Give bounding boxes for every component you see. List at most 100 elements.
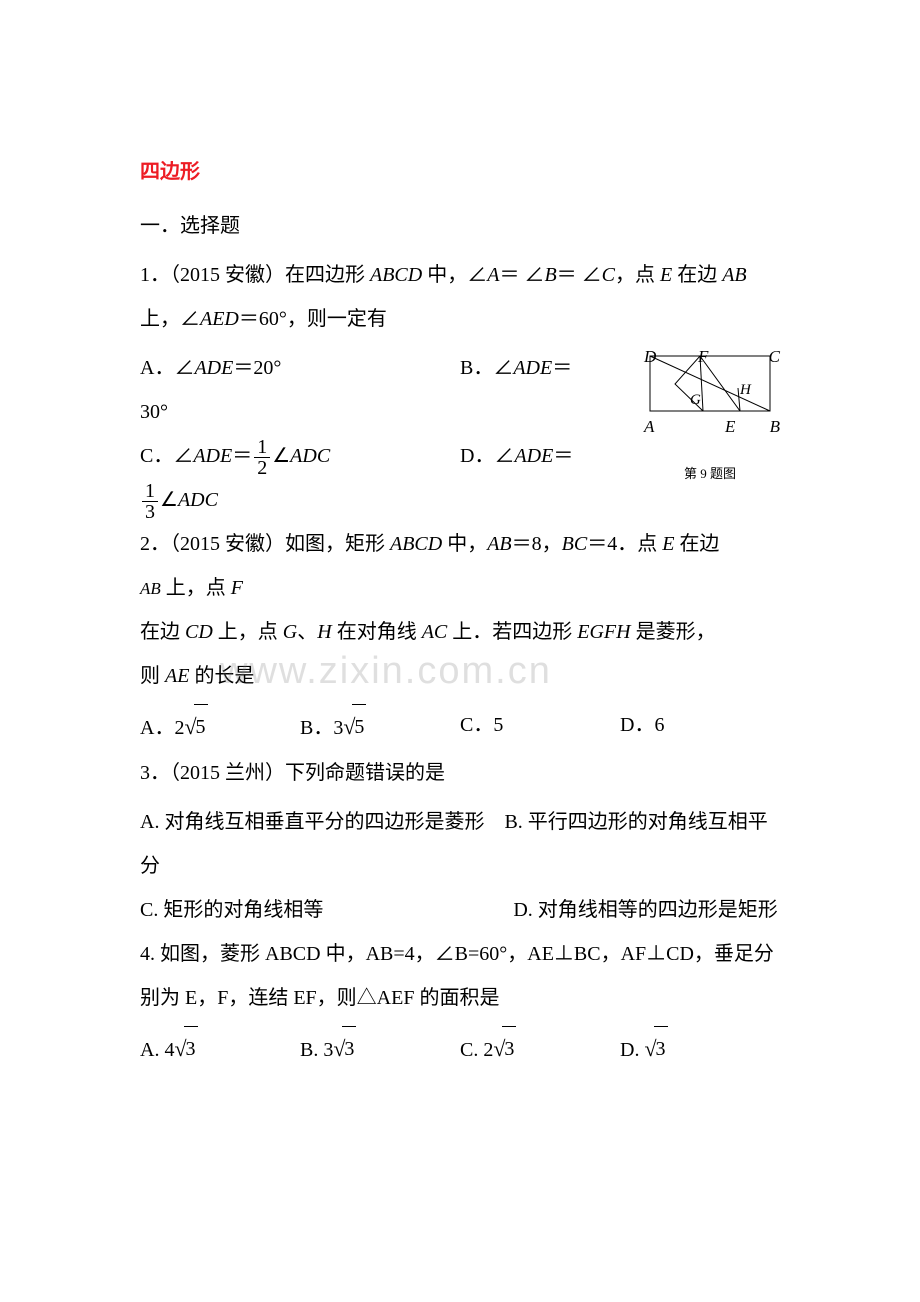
q2-text: 如图，矩形 <box>285 533 390 555</box>
sqrt-3: 3 <box>342 1026 356 1071</box>
fig-D: D <box>644 338 656 375</box>
optB-label: B．∠ <box>460 357 513 379</box>
q2-number: 2． <box>140 533 170 555</box>
q1-text: 在边 <box>672 264 722 286</box>
question-2: 2．（2015 安徽）如图，矩形 ABCD 中，AB＝8，BC＝4．点 E 在边… <box>140 522 780 698</box>
sqrt-5: 5 <box>352 704 366 749</box>
q1-B: B <box>544 264 556 286</box>
q2-optB: B．3√5 <box>300 703 460 751</box>
q2-source: （2015 安徽） <box>170 533 285 555</box>
sqrt: √5 <box>184 703 207 751</box>
fig-G: G <box>690 384 701 417</box>
optA-label: A. <box>140 1039 164 1061</box>
q2-H: H <box>317 621 331 643</box>
frac-half: 12 <box>254 437 270 478</box>
q2-text: 上．若四边形 <box>447 621 577 643</box>
q1-AED: AED <box>200 308 239 330</box>
optA-ade: ADE <box>194 357 233 379</box>
q4-optD: D. √3 <box>620 1025 780 1073</box>
sqrt: √3 <box>174 1025 197 1073</box>
section-heading: 一．选择题 <box>140 204 780 248</box>
q2-text: 是菱形， <box>631 621 716 643</box>
fig-caption: 第 9 题图 <box>640 460 780 489</box>
q3-optC: C. 矩形的对角线相等 <box>140 899 323 921</box>
q4-options: A. 4√3 B. 3√3 C. 2√3 D. √3 <box>140 1025 780 1073</box>
q2-text: 在对角线 <box>332 621 422 643</box>
q1-C: C <box>602 264 615 286</box>
optB-eq: ＝ <box>552 357 572 379</box>
q1-E: E <box>660 264 672 286</box>
fig-C: C <box>769 338 780 375</box>
optA-label: A． <box>140 717 174 739</box>
q1-number: 1． <box>140 264 170 286</box>
q2-CD: CD <box>185 621 213 643</box>
fig-F: F <box>698 338 708 375</box>
q2-text: 在边 <box>140 621 185 643</box>
q2-optD: D．6 <box>620 703 780 751</box>
q3-optA: A. 对角线互相垂直平分的四边形是菱形 <box>140 811 484 833</box>
q2-AE: AE <box>165 665 189 687</box>
sqrt: √3 <box>493 1025 516 1073</box>
q1-A: A <box>487 264 499 286</box>
q2-F: F <box>231 577 243 599</box>
q3-stem: 下列命题错误的是 <box>285 762 445 784</box>
question-3: 3．（2015 兰州）下列命题错误的是 <box>140 751 780 795</box>
sqrt: √3 <box>644 1025 667 1073</box>
q2-eq: ＝8， <box>512 533 562 555</box>
q1-eq: ＝ ∠ <box>499 264 544 286</box>
optB-label: B. <box>300 1039 323 1061</box>
figure-svg <box>640 346 780 426</box>
optC-2: 2 <box>483 1039 493 1061</box>
q1-eq: ＝ ∠ <box>557 264 602 286</box>
optB-ade: ADE <box>513 357 552 379</box>
q3-source: （2015 兰州） <box>170 762 285 784</box>
frac-num: 1 <box>142 481 158 502</box>
optB-3: 3 <box>333 717 343 739</box>
q2-text: 上，点 <box>213 621 283 643</box>
angle: ∠ <box>272 445 290 467</box>
optC-eq: ＝ <box>232 445 252 467</box>
optD-label: D．∠ <box>460 445 514 467</box>
q1-optC: C．∠ADE＝12∠ADC <box>140 434 460 478</box>
frac-den: 3 <box>142 502 158 522</box>
optD-ade: ADE <box>514 445 553 467</box>
optB-3: 3 <box>323 1039 333 1061</box>
optC-adc: ADC <box>290 445 330 467</box>
optB-label: B． <box>300 717 333 739</box>
q2-dun: 、 <box>297 621 317 643</box>
frac-third: 13 <box>142 481 158 522</box>
sqrt-3: 3 <box>502 1026 516 1071</box>
sqrt-3: 3 <box>654 1026 668 1071</box>
optC-label: C. <box>460 1039 483 1061</box>
figure-9: D F C G H A E B 第 9 题图 <box>640 346 780 489</box>
q1-source: （2015 安徽） <box>170 264 285 286</box>
q1-text: 在四边形 <box>285 264 370 286</box>
q2-AB: AB <box>487 533 511 555</box>
optD-adc: ADC <box>178 489 218 511</box>
frac-den: 2 <box>254 458 270 478</box>
q2-options: A．2√5 B．3√5 C．5 D．6 <box>140 703 780 751</box>
q3-optD: D. 对角线相等的四边形是矩形 <box>513 899 777 921</box>
optD-eq: ＝ <box>553 445 573 467</box>
q1-text: ＝60°，则一定有 <box>239 308 387 330</box>
fig-H: H <box>740 374 751 407</box>
q1-text: 中，∠ <box>422 264 487 286</box>
optA-2: 2 <box>174 717 184 739</box>
q4-number: 4. <box>140 943 160 965</box>
fig-B: B <box>770 408 780 445</box>
q4-optB: B. 3√3 <box>300 1025 460 1073</box>
q2-optA: A．2√5 <box>140 703 300 751</box>
question-4: 4. 如图，菱形 ABCD 中，AB=4，∠B=60°，AE⊥BC，AF⊥CD，… <box>140 932 780 1020</box>
q4-optA: A. 4√3 <box>140 1025 300 1073</box>
q1-text: 上，∠ <box>140 308 200 330</box>
q1-abcd: ABCD <box>370 264 422 286</box>
optA-label: A．∠ <box>140 357 194 379</box>
q2-optC: C．5 <box>460 703 620 751</box>
optC-label: C．∠ <box>140 445 193 467</box>
q2-on: 在边 <box>674 533 719 555</box>
q2-ABCD: ABCD <box>390 533 442 555</box>
fig-A: A <box>644 408 654 445</box>
sqrt: √5 <box>343 703 366 751</box>
q2-G: G <box>283 621 297 643</box>
q2-E: E <box>662 533 674 555</box>
